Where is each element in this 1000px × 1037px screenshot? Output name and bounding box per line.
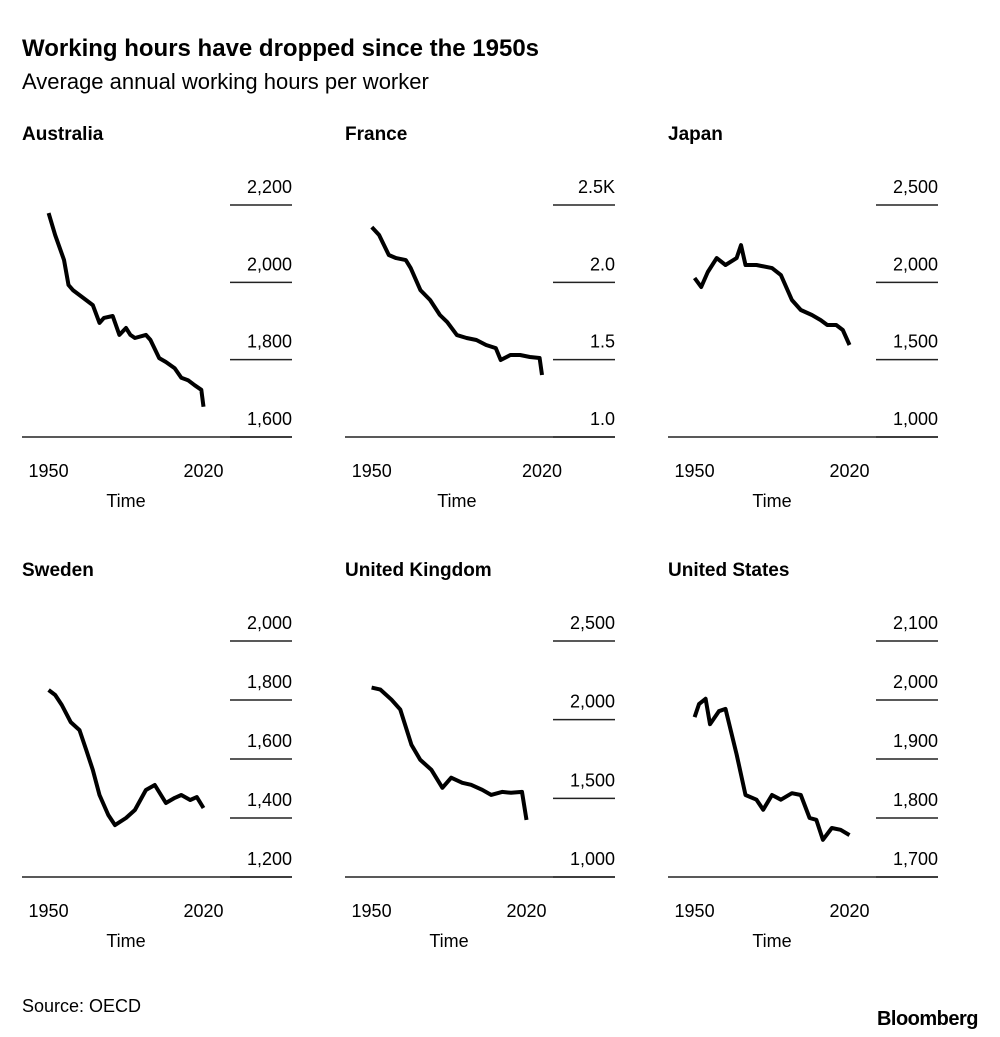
x-tick-label: 2020 xyxy=(522,461,562,481)
y-tick-label: 1.0 xyxy=(590,409,615,429)
y-tick-label: 2,000 xyxy=(247,613,292,633)
y-tick-label: 2,500 xyxy=(893,177,938,197)
x-tick-label: 1950 xyxy=(352,461,392,481)
x-axis-label: Time xyxy=(429,931,468,951)
y-tick-label: 1,700 xyxy=(893,849,938,869)
y-tick-label: 1.5 xyxy=(590,332,615,352)
y-tick-label: 1,000 xyxy=(893,409,938,429)
x-axis-label: Time xyxy=(106,931,145,951)
line xyxy=(371,685,529,821)
y-tick-label: 1,000 xyxy=(570,849,615,869)
brand: Bloomberg xyxy=(877,1008,978,1030)
x-tick-label: 1950 xyxy=(675,901,715,921)
y-tick-label: 1,900 xyxy=(893,731,938,751)
x-axis-label: Time xyxy=(437,491,476,511)
x-tick-label: 2020 xyxy=(183,901,223,921)
y-tick-label: 1,500 xyxy=(893,332,938,352)
panel-title: Australia xyxy=(22,124,104,145)
x-tick-label: 2020 xyxy=(506,901,546,921)
y-tick-label: 2.5K xyxy=(578,177,615,197)
panel-title: Japan xyxy=(668,124,723,145)
y-tick-label: 2,000 xyxy=(247,254,292,274)
x-tick-label: 1950 xyxy=(352,901,392,921)
y-tick-label: 1,400 xyxy=(247,790,292,810)
x-tick-label: 1950 xyxy=(675,461,715,481)
x-tick-label: 1950 xyxy=(29,901,69,921)
y-tick-label: 2,200 xyxy=(247,177,292,197)
x-tick-label: 2020 xyxy=(829,901,869,921)
y-tick-label: 1,200 xyxy=(247,849,292,869)
chart-subtitle: Average annual working hours per worker xyxy=(22,69,429,94)
y-tick-label: 1,800 xyxy=(893,790,938,810)
line xyxy=(46,212,206,408)
x-tick-label: 2020 xyxy=(183,461,223,481)
line xyxy=(692,696,851,842)
source: Source: OECD xyxy=(22,996,141,1016)
line xyxy=(47,688,206,828)
panel-title: Sweden xyxy=(22,560,94,581)
y-tick-label: 1,500 xyxy=(570,770,615,790)
chart-title: Working hours have dropped since the 195… xyxy=(22,35,539,62)
y-tick-label: 2,100 xyxy=(893,613,938,633)
y-tick-label: 2,500 xyxy=(570,613,615,633)
panel-title: France xyxy=(345,124,407,145)
y-tick-label: 2,000 xyxy=(570,692,615,712)
x-tick-label: 1950 xyxy=(29,461,69,481)
y-tick-label: 2,000 xyxy=(893,254,938,274)
x-axis-label: Time xyxy=(106,491,145,511)
y-tick-label: 2.0 xyxy=(590,254,615,274)
line xyxy=(692,243,852,346)
panel-title: United States xyxy=(668,560,789,581)
y-tick-label: 1,800 xyxy=(247,672,292,692)
x-tick-label: 2020 xyxy=(829,461,869,481)
y-tick-label: 2,000 xyxy=(893,672,938,692)
x-axis-label: Time xyxy=(752,931,791,951)
panel-title: United Kingdom xyxy=(345,560,492,581)
y-tick-label: 1,800 xyxy=(247,332,292,352)
x-axis-label: Time xyxy=(752,491,791,511)
y-tick-label: 1,600 xyxy=(247,731,292,751)
y-tick-label: 1,600 xyxy=(247,409,292,429)
line xyxy=(370,225,544,376)
